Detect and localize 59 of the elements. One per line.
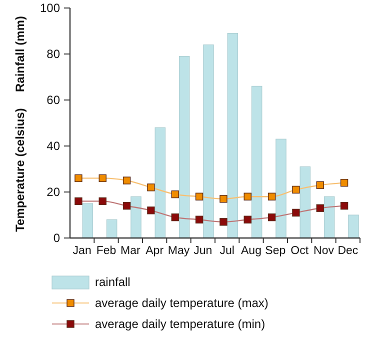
x-tick-label: Feb	[96, 245, 116, 257]
point	[122, 202, 131, 210]
bar	[251, 86, 262, 238]
x-tick-label: Mar	[120, 245, 140, 257]
bar	[82, 203, 94, 238]
point	[122, 176, 131, 184]
x-tick-label: Aug	[241, 245, 262, 257]
x-tick-label: Apr	[146, 245, 164, 257]
y2-axis-title: Temperature (celsius)	[13, 108, 27, 232]
point	[244, 192, 252, 200]
point	[147, 206, 155, 214]
point	[316, 204, 324, 212]
point	[98, 174, 106, 182]
y-tick-label: 100	[40, 1, 60, 16]
point	[98, 197, 106, 206]
x-tick-label: May	[168, 245, 190, 257]
bar	[300, 166, 311, 238]
legend-label: rainfall	[95, 275, 130, 290]
point	[340, 178, 348, 187]
y-tick-label: 60	[46, 93, 60, 108]
point	[195, 216, 204, 224]
point	[195, 192, 204, 200]
bar	[130, 196, 142, 238]
legend-label: average daily temperature (max)	[95, 296, 268, 310]
point	[268, 213, 276, 222]
point	[292, 186, 300, 194]
point	[244, 216, 252, 224]
y-tick-label: 0	[53, 231, 60, 246]
x-tick-label: Jul	[220, 245, 234, 257]
bar	[106, 219, 118, 238]
x-tick-label: Nov	[314, 245, 334, 257]
point	[171, 190, 179, 198]
y-tick-label: 20	[46, 185, 60, 200]
point	[220, 195, 228, 203]
point	[292, 208, 300, 217]
x-tick-label: Dec	[338, 245, 358, 257]
x-tick-label: Jun	[194, 245, 212, 257]
bar	[348, 214, 359, 238]
point	[74, 197, 82, 206]
legend-label: average daily temperature (min)	[95, 317, 266, 332]
x-tick-label: Jan	[72, 245, 92, 257]
y-tick-label: 80	[46, 47, 60, 62]
bar	[203, 44, 214, 238]
point	[220, 218, 228, 226]
y-tick-label: 40	[46, 139, 60, 154]
bar	[324, 196, 335, 238]
point	[147, 184, 155, 192]
point	[316, 181, 324, 189]
point	[268, 192, 276, 200]
bar	[227, 33, 238, 238]
bar	[154, 127, 166, 238]
x-tick-label: Sep	[265, 245, 286, 257]
bar	[276, 138, 286, 238]
y-axis-title: Rainfall (mm)	[13, 16, 27, 92]
point	[340, 202, 348, 210]
bar	[178, 56, 190, 238]
point	[171, 213, 179, 222]
x-tick-label: Oct	[290, 245, 310, 257]
point	[74, 174, 82, 182]
